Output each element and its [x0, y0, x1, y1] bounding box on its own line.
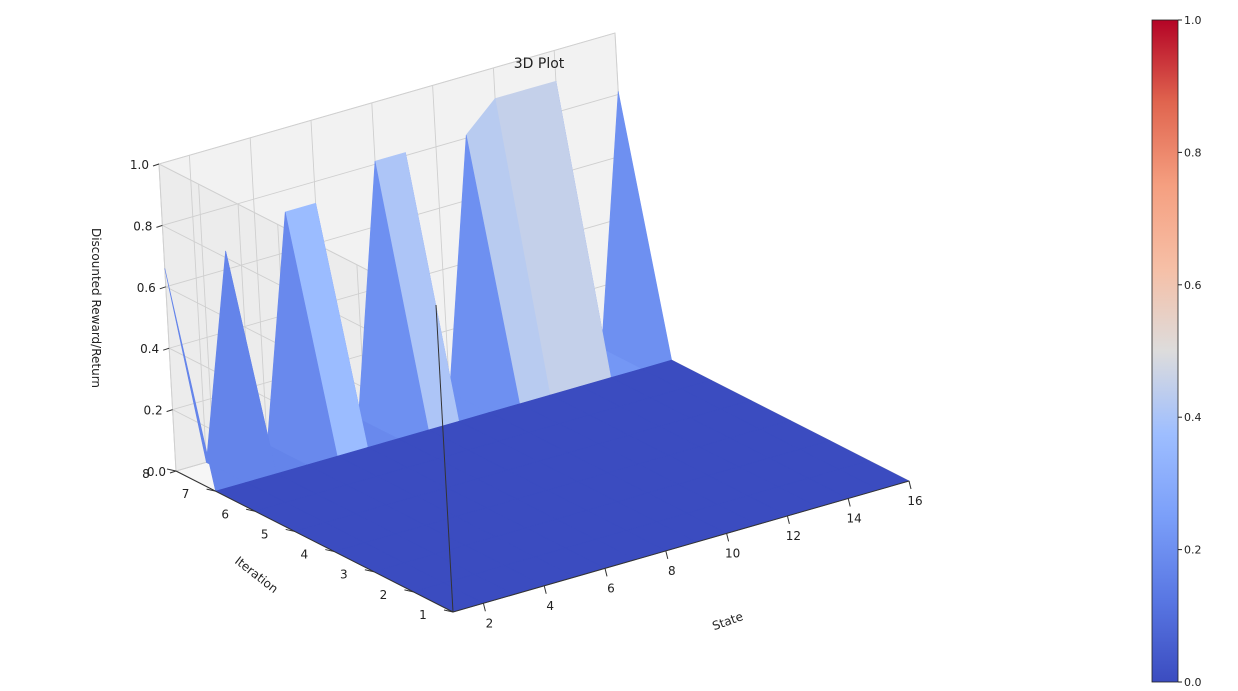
z-tick-mark — [156, 224, 163, 228]
y-tick-label: 2 — [380, 588, 388, 602]
y-tick-mark — [246, 508, 256, 512]
colorbar-tick-label: 0.0 — [1184, 676, 1202, 689]
surface-plot — [164, 80, 910, 613]
y-tick-label: 4 — [300, 548, 308, 562]
colorbar-tick-label: 0.8 — [1184, 146, 1202, 159]
y-tick-mark — [285, 528, 295, 532]
z-tick-label: 0.8 — [133, 219, 152, 233]
y-tick-mark — [325, 549, 335, 553]
z-tick-label: 0.0 — [147, 465, 166, 479]
y-tick-label: 8 — [142, 467, 150, 481]
colorbar-tick-label: 1.0 — [1184, 14, 1202, 27]
x-tick-mark — [604, 568, 608, 577]
x-axis-line — [452, 480, 910, 613]
x-tick-label: 10 — [725, 546, 740, 560]
z-tick-mark — [152, 163, 160, 167]
y-tick-label: 5 — [261, 527, 269, 541]
x-tick-label: 8 — [668, 564, 676, 578]
colorbar-ticks: 0.0 0.2 0.4 0.6 0.8 1.0 — [1178, 14, 1202, 689]
x-tick-label: 12 — [786, 529, 801, 543]
z-tick-label: 0.4 — [140, 342, 159, 356]
x-tick-label: 4 — [546, 599, 554, 613]
x-tick-label: 14 — [847, 511, 862, 525]
z-axis-label: Discounted Reward/Return — [89, 228, 103, 388]
x-tick-label: 16 — [907, 494, 922, 508]
y-tick-label: 3 — [340, 568, 348, 582]
z-tick-mark — [163, 347, 170, 351]
y-tick-mark — [364, 569, 374, 573]
y-tick-mark — [206, 488, 216, 492]
z-tick-mark — [166, 409, 173, 413]
y-axis-label: Iteration — [232, 554, 281, 596]
y-tick-label: 7 — [182, 487, 190, 501]
x-tick-mark — [847, 498, 851, 507]
colorbar-tick-label: 0.6 — [1184, 279, 1202, 292]
z-tick-label: 0.6 — [137, 281, 156, 295]
colorbar-tick-label: 0.4 — [1184, 411, 1202, 424]
y-axis-line — [175, 470, 454, 613]
x-axis-label: State — [710, 609, 745, 633]
x-tick-mark — [908, 480, 912, 490]
z-tick-label: 0.2 — [144, 404, 163, 418]
y-tick-label: 6 — [221, 507, 229, 521]
z-axis-line — [435, 304, 454, 613]
x-tick-mark — [482, 603, 486, 612]
chart-title: 3D Plot — [514, 56, 565, 72]
x-tick-mark — [665, 550, 669, 559]
x-tick-mark — [543, 585, 547, 594]
colorbar-tick-label: 0.2 — [1184, 544, 1202, 557]
z-tick-label: 1.0 — [130, 158, 149, 172]
x-tick-label: 2 — [486, 616, 494, 630]
z-tick-mark — [159, 286, 166, 290]
z-tick-mark — [169, 470, 177, 474]
y-tick-mark — [166, 468, 177, 472]
x-tick-label: 6 — [607, 581, 615, 595]
x-tick-mark — [786, 515, 790, 525]
colorbar: 0.0 0.2 0.4 0.6 0.8 1.0 — [1151, 14, 1202, 689]
axes-lines — [175, 304, 910, 613]
x-tick-mark — [726, 533, 730, 542]
y-tick-mark — [443, 609, 454, 613]
y-tick-label: 1 — [419, 608, 427, 622]
colorbar-gradient — [1151, 19, 1179, 683]
y-tick-mark — [404, 589, 414, 593]
